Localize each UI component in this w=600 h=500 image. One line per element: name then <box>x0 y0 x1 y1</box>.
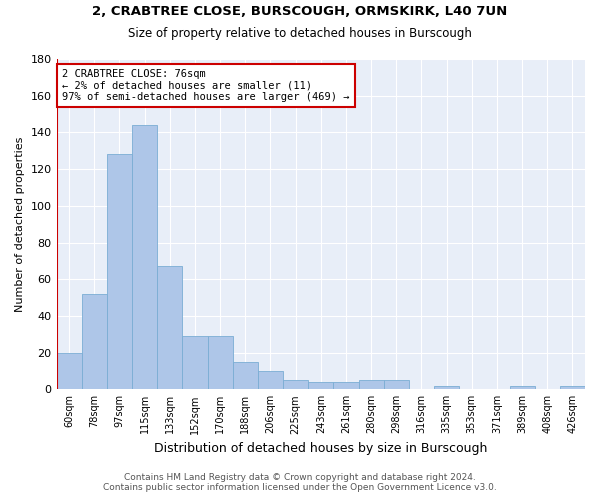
Bar <box>509 386 535 390</box>
Bar <box>56 352 82 390</box>
Bar <box>283 380 308 390</box>
Bar <box>233 362 258 390</box>
Text: 2 CRABTREE CLOSE: 76sqm
← 2% of detached houses are smaller (11)
97% of semi-det: 2 CRABTREE CLOSE: 76sqm ← 2% of detached… <box>62 69 349 102</box>
Bar <box>308 382 334 390</box>
Bar <box>132 125 157 390</box>
Bar <box>334 382 359 390</box>
Text: 2, CRABTREE CLOSE, BURSCOUGH, ORMSKIRK, L40 7UN: 2, CRABTREE CLOSE, BURSCOUGH, ORMSKIRK, … <box>92 5 508 18</box>
Bar <box>258 371 283 390</box>
Bar <box>182 336 208 390</box>
Bar <box>434 386 459 390</box>
Bar <box>359 380 383 390</box>
Bar <box>107 154 132 390</box>
Bar <box>208 336 233 390</box>
Text: Contains HM Land Registry data © Crown copyright and database right 2024.
Contai: Contains HM Land Registry data © Crown c… <box>103 473 497 492</box>
Bar <box>560 386 585 390</box>
Bar <box>82 294 107 390</box>
Bar <box>157 266 182 390</box>
Text: Size of property relative to detached houses in Burscough: Size of property relative to detached ho… <box>128 28 472 40</box>
X-axis label: Distribution of detached houses by size in Burscough: Distribution of detached houses by size … <box>154 442 487 455</box>
Bar <box>383 380 409 390</box>
Y-axis label: Number of detached properties: Number of detached properties <box>15 136 25 312</box>
